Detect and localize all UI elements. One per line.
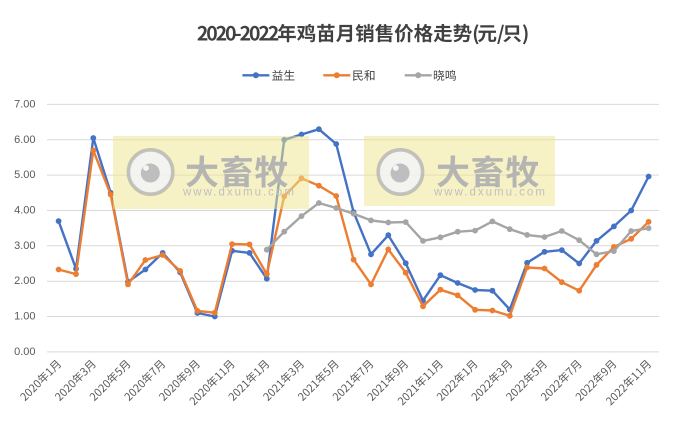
svg-text:1.00: 1.00 (14, 311, 35, 323)
svg-text:5.00: 5.00 (14, 169, 35, 181)
svg-text:0.00: 0.00 (14, 346, 35, 358)
svg-text:6.00: 6.00 (14, 134, 35, 146)
svg-text:www.dxumu.com: www.dxumu.com (182, 187, 296, 199)
svg-text:7.00: 7.00 (14, 98, 35, 110)
svg-text:2.00: 2.00 (14, 275, 35, 287)
svg-text:3.00: 3.00 (14, 240, 35, 252)
svg-text:www.dxumu.com: www.dxumu.com (433, 187, 547, 199)
svg-text:4.00: 4.00 (14, 205, 35, 217)
